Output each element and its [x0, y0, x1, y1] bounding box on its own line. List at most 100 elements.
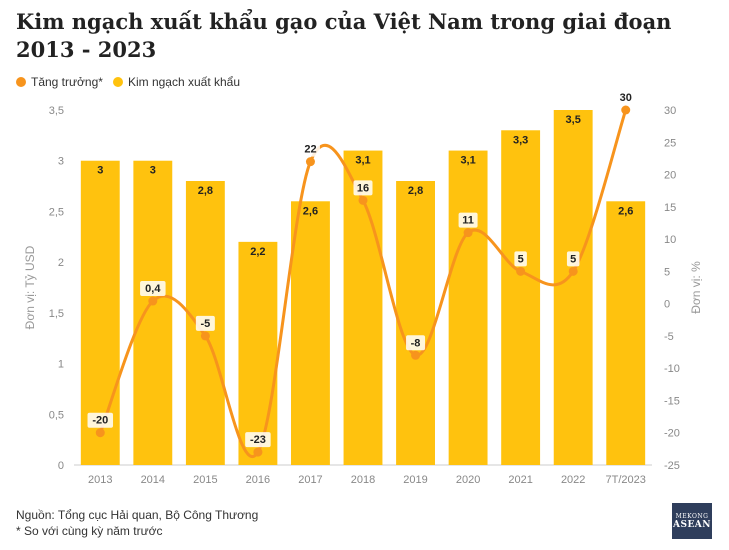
- footnote: * So với cùng kỳ năm trước: [16, 524, 163, 538]
- y-right-tick-label: 15: [664, 202, 676, 214]
- growth-point: [95, 428, 105, 438]
- bar-data-label: 3: [150, 165, 156, 177]
- y-right-tick-label: 10: [664, 234, 676, 246]
- growth-data-label: -8: [411, 337, 421, 349]
- bar: [448, 150, 488, 466]
- chart-title: Kim ngạch xuất khẩu gạo của Việt Nam tro…: [16, 9, 672, 62]
- growth-data-label: -5: [200, 318, 210, 330]
- growth-point: [200, 331, 210, 341]
- bar-data-label: 2,8: [198, 185, 213, 197]
- growth-data-label: 22: [304, 144, 316, 156]
- growth-label-bg: [458, 212, 478, 228]
- legend-label-exports: Kim ngạch xuất khẩu: [127, 75, 241, 89]
- x-tick-label: 2015: [193, 474, 217, 486]
- growth-label-bg: [514, 251, 527, 267]
- y-right-tick-label: -10: [664, 363, 680, 375]
- y-right-tick-label: -5: [664, 331, 674, 343]
- growth-point: [516, 266, 526, 276]
- bar: [501, 130, 541, 466]
- x-tick-label: 2021: [508, 474, 532, 486]
- growth-point: [621, 105, 631, 115]
- growth-label-bg: [406, 335, 426, 351]
- combo-chart: 0 0,5 1 1,5 2 2,5 3 3,5 -25 -20 -15 -10 -5 0 5 10 15 20 25…: [23, 90, 703, 486]
- growth-data-label: 30: [620, 92, 632, 104]
- source-note: Nguồn: Tổng cục Hải quan, Bộ Công Thương: [16, 508, 259, 522]
- growth-label-bg: [353, 180, 373, 196]
- bar-data-label: 3,1: [355, 155, 370, 167]
- y-left-tick-label: 3,5: [49, 105, 64, 117]
- growth-data-label: -20: [92, 415, 108, 427]
- x-tick-label: 2018: [351, 474, 375, 486]
- x-tick-label: 2013: [88, 474, 112, 486]
- y-right-tick-label: -15: [664, 395, 680, 407]
- legend: Tăng trưởng* Kim ngạch xuất khẩu: [16, 74, 240, 90]
- bar-data-label: 3: [97, 165, 103, 177]
- growth-label-bg: [300, 141, 320, 157]
- growth-point: [305, 157, 315, 167]
- growth-point: [411, 350, 421, 360]
- x-tick-label: 2016: [246, 474, 270, 486]
- y-right-tick-label: 30: [664, 105, 676, 117]
- y-left-tick-label: 2: [58, 257, 64, 269]
- bar-data-label: 2,6: [618, 205, 633, 217]
- growth-point: [463, 228, 473, 238]
- brand-logo: MEKONG ASEAN: [672, 503, 712, 539]
- growth-data-label: 5: [570, 253, 576, 265]
- growth-point: [253, 447, 263, 457]
- growth-label-bg: [140, 281, 166, 297]
- legend-label-growth: Tăng trưởng*: [31, 75, 103, 89]
- y-right-tick-label: 25: [664, 137, 676, 149]
- x-tick-label: 2020: [456, 474, 480, 486]
- y-left-tick-label: 0,5: [49, 409, 64, 421]
- y-left-tick-label: 3: [58, 156, 64, 168]
- bar: [291, 201, 330, 466]
- x-tick-label: 2017: [298, 474, 322, 486]
- x-tick-label: 7T/2023: [606, 474, 646, 486]
- growth-data-label: 5: [518, 253, 524, 265]
- x-tick-label: 2014: [141, 474, 165, 486]
- x-tick-label: 2022: [561, 474, 585, 486]
- bar-data-label: 3,3: [513, 134, 528, 146]
- bar-data-label: 2,6: [303, 205, 318, 217]
- y-right-tick-label: 20: [664, 170, 676, 182]
- growth-label-bg: [616, 90, 636, 105]
- y-right-tick-label: -25: [664, 460, 680, 472]
- bar-data-label: 3,1: [460, 155, 475, 167]
- bar-data-label: 2,8: [408, 185, 423, 197]
- growth-data-label: -23: [250, 434, 266, 446]
- growth-data-label: 11: [462, 215, 474, 227]
- y-right-axis-label: Đơn vị: %: [689, 261, 703, 314]
- growth-point: [148, 296, 158, 306]
- bar-data-label: 3,5: [566, 114, 581, 126]
- legend-item-growth[interactable]: Tăng trưởng*: [16, 75, 103, 89]
- bar: [238, 241, 278, 465]
- footer: Nguồn: Tổng cục Hải quan, Bộ Công Thương…: [16, 507, 258, 539]
- x-tick-label: 2019: [403, 474, 427, 486]
- y-left-tick-label: 0: [58, 460, 64, 472]
- y-left-tick-label: 1: [58, 359, 64, 371]
- legend-item-exports[interactable]: Kim ngạch xuất khẩu: [112, 75, 241, 89]
- growth-label-bg: [566, 251, 580, 267]
- y-left-tick-label: 1,5: [49, 308, 64, 320]
- bar: [133, 160, 173, 465]
- y-right-tick-label: 0: [664, 299, 670, 311]
- y-right-tick-label: 5: [664, 266, 670, 278]
- bar: [553, 110, 593, 465]
- legend-swatch-growth: [16, 77, 26, 87]
- y-left-tick-label: 2,5: [49, 206, 64, 218]
- bar: [606, 201, 646, 466]
- bar-data-label: 2,2: [250, 246, 265, 258]
- logo-line-2: ASEAN: [672, 519, 712, 530]
- growth-label-bg: [245, 432, 271, 448]
- growth-label-bg: [195, 315, 215, 331]
- growth-point: [358, 195, 368, 205]
- y-right-tick-label: -20: [664, 428, 680, 440]
- logo-line-1: MEKONG: [675, 512, 709, 520]
- y-left-axis-label: Đơn vị: Tỷ USD: [23, 245, 37, 329]
- growth-label-bg: [87, 412, 114, 428]
- growth-data-label: 16: [357, 182, 369, 194]
- growth-point: [568, 266, 578, 276]
- growth-data-label: 0,4: [145, 283, 161, 295]
- bar: [396, 181, 435, 465]
- legend-swatch-exports: [112, 77, 123, 87]
